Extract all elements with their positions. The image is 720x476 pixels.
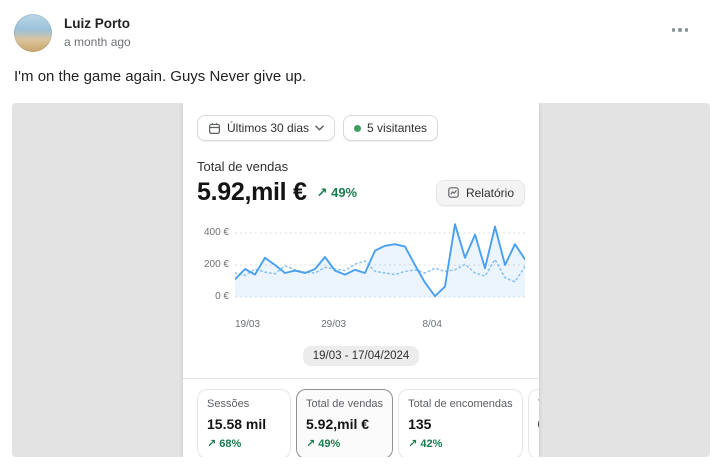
date-filter-label: Últimos 30 dias (227, 121, 310, 135)
metric-card-delta: ↗ 68% (207, 438, 242, 450)
x-axis-tick: 8/04 (422, 319, 442, 330)
report-icon (448, 187, 459, 198)
metric-card-delta: ↗ 42% (408, 438, 443, 450)
post-timestamp: a month ago (64, 35, 131, 49)
date-filter-dropdown[interactable]: Últimos 30 dias (197, 115, 336, 141)
metric-card-conversion-rate[interactable]: Taxa de conversão 0.85% ↗ 16% (527, 389, 539, 457)
report-button-label: Relatório (465, 185, 514, 200)
report-button[interactable]: Relatório (435, 179, 525, 206)
metric-value-row: 5.92,mil € ↗ 49% Relatório (197, 178, 525, 207)
post: Luiz Porto a month ago I'm on the game a… (0, 0, 720, 457)
metric-card-sessions[interactable]: Sessões 15.58 mil ↗ 68% (197, 389, 291, 457)
metric-card-value: 0.85% (538, 416, 539, 432)
metric-card-value: 135 (408, 416, 432, 432)
metric-cards-row: Sessões 15.58 mil ↗ 68% Total de vendas … (183, 389, 539, 457)
metric-title: Total de vendas (197, 159, 289, 174)
metric-card-value: 15.58 mil (207, 416, 267, 432)
overflow-menu-button[interactable] (666, 22, 695, 38)
post-meta: Luiz Porto a month ago (64, 14, 131, 49)
metric-card-label: Sessões (207, 398, 250, 410)
metric-card-label: Total de encomendas (408, 398, 513, 410)
author-name[interactable]: Luiz Porto (64, 16, 130, 31)
chevron-down-icon (315, 125, 324, 131)
live-visitors-badge[interactable]: 5 visitantes (343, 115, 439, 141)
metric-card-label: Taxa de conversão (538, 398, 539, 410)
x-axis: 19/03 29/03 8/04 (235, 319, 525, 334)
dashboard-toolbar: Últimos 30 dias 5 visitantes (197, 115, 525, 141)
metric-card-total-sales[interactable]: Total de vendas 5.92,mil € ↗ 49% (296, 389, 394, 457)
post-header: Luiz Porto a month ago (0, 0, 720, 52)
ellipsis-icon (671, 28, 675, 32)
live-visitors-label: 5 visitantes (367, 121, 428, 135)
ellipsis-icon (684, 28, 688, 32)
current-period-area (235, 224, 525, 297)
previous-period-line (235, 257, 525, 283)
analytics-dashboard-card: Últimos 30 dias 5 visitantes Total de ve… (183, 103, 539, 457)
live-dot-icon (354, 124, 362, 132)
divider (183, 378, 539, 379)
metric-card-delta: ↗ 49% (306, 438, 341, 450)
metric-delta: ↗ 49% (316, 184, 358, 200)
metric-card-value: 5.92,mil € (306, 416, 370, 432)
metric-card-label: Total de vendas (306, 398, 384, 410)
calendar-icon (209, 122, 220, 134)
current-period-line (235, 223, 525, 298)
metric-value: 5.92,mil € (197, 178, 307, 206)
chart-plot-area (235, 223, 525, 315)
metric-card-delta: ↗ 16% (538, 437, 539, 450)
y-axis-tick: 0 € (215, 291, 229, 302)
ellipsis-icon (678, 28, 682, 32)
x-axis-tick: 19/03 (235, 319, 261, 330)
y-axis-tick: 200 € (203, 259, 229, 270)
date-range-badge: 19/03 - 17/04/2024 (302, 346, 420, 366)
post-body-text: I'm on the game again. Guys Never give u… (14, 68, 307, 85)
x-axis-tick: 29/03 (321, 319, 347, 330)
avatar[interactable] (14, 14, 52, 52)
y-axis-tick: 400 € (203, 227, 229, 238)
embedded-image[interactable]: Últimos 30 dias 5 visitantes Total de ve… (12, 103, 710, 457)
sales-line-chart: 400 € 200 € 0 € 19/03 29/03 (197, 223, 525, 334)
metric-card-total-orders[interactable]: Total de encomendas 135 ↗ 42% (398, 389, 523, 457)
